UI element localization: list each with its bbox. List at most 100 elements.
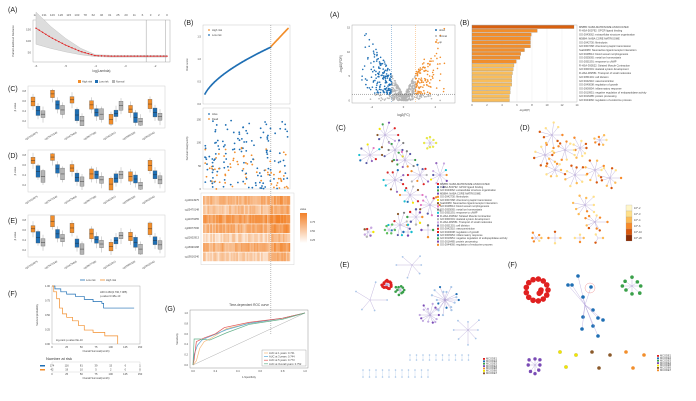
heatmap-cell — [272, 205, 275, 215]
boxplot-y-tick: 0.8 — [22, 218, 26, 222]
survival-point — [212, 176, 214, 179]
heatmap-cell — [220, 224, 223, 233]
volcano-point — [385, 81, 387, 84]
network-d-edge — [609, 168, 613, 179]
network-c-node — [401, 155, 404, 158]
heatmap-cell — [276, 196, 279, 205]
network-d-edge — [546, 169, 556, 175]
volcano-point — [377, 81, 379, 83]
volcano-point — [439, 73, 442, 75]
volcano-point — [384, 77, 387, 80]
network-d-edge — [598, 175, 611, 179]
heatmap-row-label: cg09077096 — [185, 226, 200, 230]
lasso-top-tick: 46 — [100, 13, 104, 17]
volcano-point — [370, 62, 372, 64]
volcano-point — [403, 94, 406, 96]
heatmap-legend-title: value — [300, 207, 307, 211]
mcode-legend-label: MCODE3 — [660, 358, 672, 362]
network-d-node — [560, 158, 563, 162]
survival-point — [216, 170, 219, 173]
network-d-edge — [551, 134, 554, 148]
heatmap-cell — [269, 205, 272, 215]
heatmap-cell — [288, 252, 291, 262]
network-d-node — [539, 164, 543, 167]
heatmap-cell — [276, 233, 279, 243]
volcano-point — [434, 55, 436, 57]
network-d-node — [601, 236, 605, 240]
heatmap-cell — [271, 243, 273, 252]
heatmap-cell — [205, 224, 208, 233]
heatmap-cell — [284, 233, 286, 243]
lasso-x-tick: -6 — [35, 64, 38, 68]
mcode-legend-label: MCODE6 — [660, 366, 672, 370]
volcano-point — [361, 68, 364, 71]
heatmap-row-label: cg22602913 — [185, 236, 200, 240]
legend-alive-dot — [208, 113, 210, 115]
heatmap-cell — [246, 196, 249, 205]
lasso-top-tick: 11 — [133, 13, 136, 17]
volcano-point — [443, 27, 446, 30]
network-d-node — [559, 236, 562, 240]
volcano-point — [377, 92, 380, 94]
volcano-point — [384, 76, 386, 79]
network-c-node — [358, 153, 361, 157]
network-c-edge — [394, 170, 398, 181]
ppi-e-edge — [407, 264, 413, 278]
network-d-node — [559, 168, 563, 172]
boxplot-x-tick: cg13014975 — [24, 130, 39, 141]
volcano-point — [366, 86, 369, 89]
volcano-point — [436, 67, 439, 70]
network-d-node — [585, 196, 588, 200]
ppi-e-node — [368, 376, 371, 378]
network-c-node — [363, 228, 366, 231]
mcode1-node — [525, 294, 532, 301]
heatmap-cell — [224, 196, 227, 205]
heatmap-cell — [217, 252, 220, 262]
survival-point — [267, 167, 270, 170]
survival-point — [224, 148, 227, 151]
network-d-edge — [585, 218, 596, 223]
network-c-node — [424, 195, 428, 198]
mcode4-node — [533, 371, 537, 376]
survival-point — [276, 187, 279, 190]
network-d-node — [614, 169, 617, 172]
roc-curve-2 — [192, 312, 306, 366]
boxplot-x-tick: cg25470148 — [44, 130, 59, 141]
volcano-point — [376, 90, 379, 92]
risk-x-tick: 150 — [138, 372, 143, 376]
enrichment-bar — [471, 48, 525, 52]
network-d-node — [552, 121, 555, 124]
network-d-edge — [554, 149, 566, 153]
network-d-node — [592, 210, 596, 214]
network-d-edge — [549, 158, 556, 171]
network-d-node — [574, 207, 578, 211]
volcano-point — [366, 79, 368, 82]
ppi-e-node — [428, 354, 431, 356]
heatmap-cell — [265, 243, 267, 252]
network-d-node — [569, 142, 572, 145]
ppi-e-legend-label: MCODE3 — [486, 361, 498, 365]
network-c-edge — [439, 174, 447, 182]
heatmap-cell — [261, 243, 263, 252]
survival-point — [212, 168, 215, 171]
network-c-node — [390, 142, 393, 146]
volcano-point — [378, 61, 381, 63]
survival-legend-dead: Dead — [212, 117, 219, 121]
volcano-point — [420, 96, 423, 98]
survival-point — [232, 131, 235, 134]
volcano-point — [387, 74, 390, 77]
heatmap-cell — [234, 233, 237, 243]
volcano-point — [408, 90, 411, 93]
network-c-node — [391, 160, 394, 163]
network-c-legend-label: GO:0048514: blood vessel morphogenesis — [440, 204, 490, 208]
network-d-edge — [565, 174, 576, 180]
network-d-node — [605, 184, 609, 188]
enrichment-term-label: R-HSA-500792: GPCR ligand binding — [579, 29, 623, 33]
volcano-point — [430, 57, 432, 60]
mcode2-edge — [584, 304, 599, 319]
network-c-node — [421, 193, 424, 197]
boxplot-y-tick: 0.2 — [22, 119, 26, 123]
network-c-legend-label: GO:0051301: cell division — [440, 223, 470, 227]
panel-label-left-b: (B) — [184, 20, 193, 27]
ppi-e-edge — [411, 256, 421, 266]
